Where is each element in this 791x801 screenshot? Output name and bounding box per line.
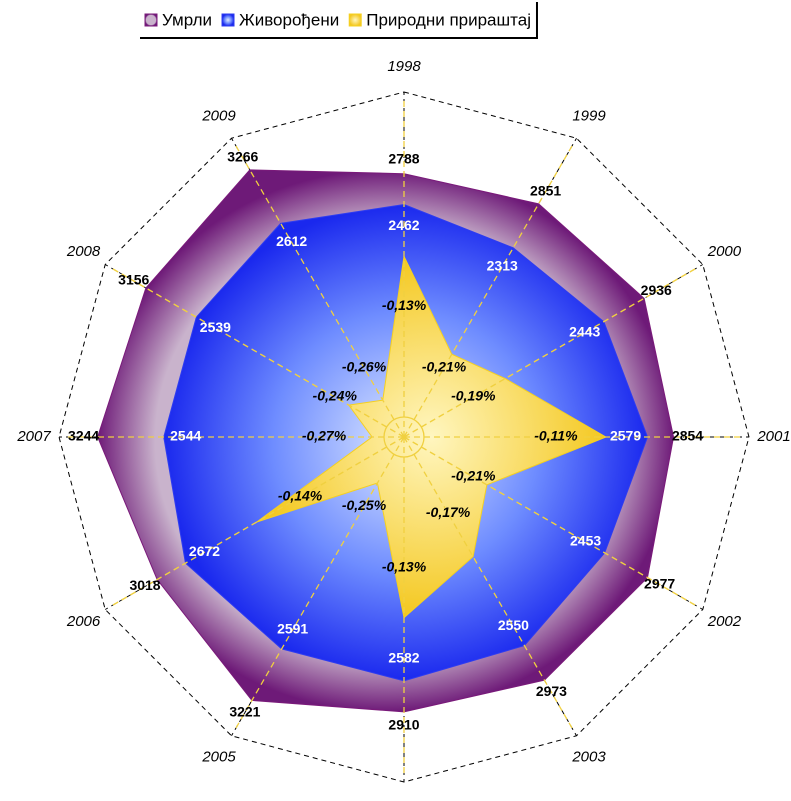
data-label: 2788 [388,150,419,166]
data-label: 2579 [610,428,641,444]
axis-line [403,142,575,438]
center [383,416,425,458]
data-label: 2973 [536,683,567,699]
data-label: 2544 [170,428,201,444]
axis-line [109,436,405,608]
data-label: -0,17% [426,504,471,520]
data-label: 2977 [644,575,675,591]
data-label: 2313 [487,258,518,274]
category-label: 2003 [571,748,606,765]
legend-swatch [144,13,158,27]
data-label: 2453 [570,533,601,549]
legend-label: Умрли [162,10,212,29]
data-label: -0,21% [451,468,496,484]
legend-swatch [348,13,362,27]
data-label: 2854 [672,428,703,444]
data-label: 3156 [118,272,149,288]
axis-line [109,266,405,438]
legend-label: Живорођени [239,10,339,29]
legend-frame [140,2,538,39]
data-label: 2550 [498,617,529,633]
axis-line [403,266,699,438]
data-label: -0,24% [313,388,358,404]
axis-line [403,436,699,608]
category-label: 1999 [572,108,606,125]
category-label: 2005 [201,748,236,765]
axis-line [233,436,405,732]
category-label: 2001 [756,428,790,445]
data-label: 3244 [68,428,99,444]
data-label: 2582 [388,650,419,666]
data-label: 2462 [388,217,419,233]
data-label: -0,26% [342,358,387,374]
legend-swatch [221,13,235,27]
data-label: -0,19% [451,388,496,404]
data-label: 2672 [189,543,220,559]
category-label: 2009 [201,108,236,125]
axis-line [233,142,405,438]
legend-label: Природни прираштај [366,10,531,29]
data-label: 2591 [277,621,308,637]
data-label: 3221 [229,703,260,719]
data-label: 2910 [388,717,419,733]
data-label: 2539 [200,319,231,335]
category-label: 2006 [66,613,101,630]
category-label: 2000 [707,243,742,260]
data-label: 2443 [569,323,600,339]
data-label: -0,13% [382,558,427,574]
data-label: -0,27% [302,428,347,444]
axis-line [403,436,575,732]
data-label: -0,13% [382,297,427,313]
data-label: 3266 [227,148,258,164]
data-label: 2612 [276,233,307,249]
data-label: -0,14% [278,488,323,504]
category-label: 1998 [387,58,421,75]
category-label: 2004 [386,798,420,801]
data-label: -0,21% [422,358,467,374]
category-label: 2008 [66,243,101,260]
category-label: 2007 [16,428,51,445]
data-label: 3018 [129,577,160,593]
data-label: 2936 [641,282,672,298]
data-label: -0,25% [342,497,387,513]
category-label: 2002 [707,613,742,630]
data-label: 2851 [530,182,561,198]
data-label: -0,11% [534,428,578,444]
